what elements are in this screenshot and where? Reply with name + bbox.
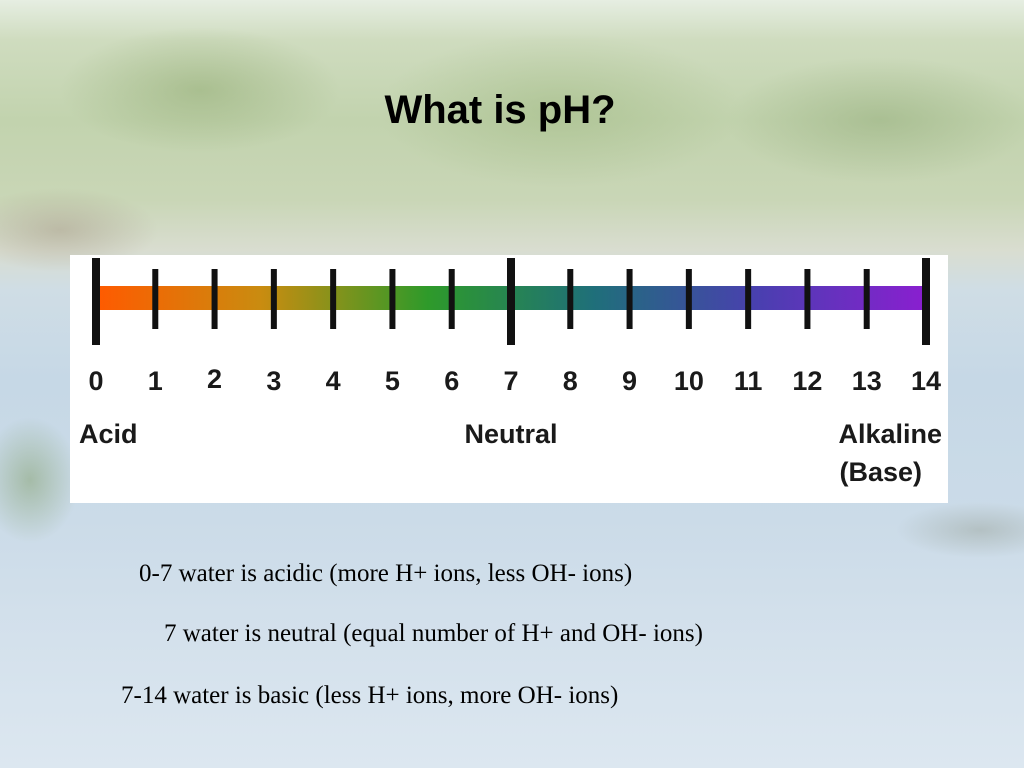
category-label-0-0: Acid: [79, 419, 138, 449]
tick-label-0: 0: [88, 366, 103, 396]
tick-2: [211, 269, 218, 329]
ph-scale-panel: 0 1 2 3 4 5 6 7 8 9 10 11 12 13 14 Acid Neutral Alkaline…: [70, 255, 948, 503]
category-label-2-0: Alkaline: [838, 419, 942, 449]
tick-4: [330, 269, 337, 329]
tick-label-11: 11: [734, 366, 763, 396]
tick-label-12: 12: [792, 366, 822, 396]
tick-label-5: 5: [385, 366, 400, 396]
tick-8: [567, 269, 574, 329]
ph-tick-labels: 0 1 2 3 4 5 6 7 8 9 10 11 12 13 14: [88, 364, 941, 396]
tick-9: [626, 269, 633, 329]
tick-label-8: 8: [563, 366, 578, 396]
tick-label-7: 7: [503, 366, 518, 396]
tick-12: [804, 269, 811, 329]
tick-label-4: 4: [326, 366, 341, 396]
tick-6: [448, 269, 455, 329]
tick-label-9: 9: [622, 366, 637, 396]
tick-13: [863, 269, 870, 329]
tick-5: [389, 269, 396, 329]
ph-ticks: [92, 258, 930, 345]
tick-label-2: 2: [207, 364, 222, 394]
tick-3: [270, 269, 277, 329]
tick-label-6: 6: [444, 366, 459, 396]
tick-7: [507, 258, 515, 345]
slide-title: What is pH?: [384, 88, 616, 132]
tick-label-1: 1: [148, 366, 163, 396]
tick-label-10: 10: [674, 366, 704, 396]
category-label-1-0: Neutral: [464, 419, 557, 449]
tick-label-3: 3: [266, 366, 281, 396]
ph-scale-diagram: 0 1 2 3 4 5 6 7 8 9 10 11 12 13 14 Acid Neutral Alkaline…: [79, 258, 942, 487]
tick-14: [922, 258, 930, 345]
ph-category-labels: Acid Neutral Alkaline (Base): [79, 419, 942, 487]
tick-1: [152, 269, 159, 329]
tick-11: [745, 269, 752, 329]
tick-label-14: 14: [911, 366, 941, 396]
tick-10: [685, 269, 692, 329]
tick-label-13: 13: [852, 366, 882, 396]
category-label-2-1: (Base): [839, 457, 922, 487]
tick-0: [92, 258, 100, 345]
